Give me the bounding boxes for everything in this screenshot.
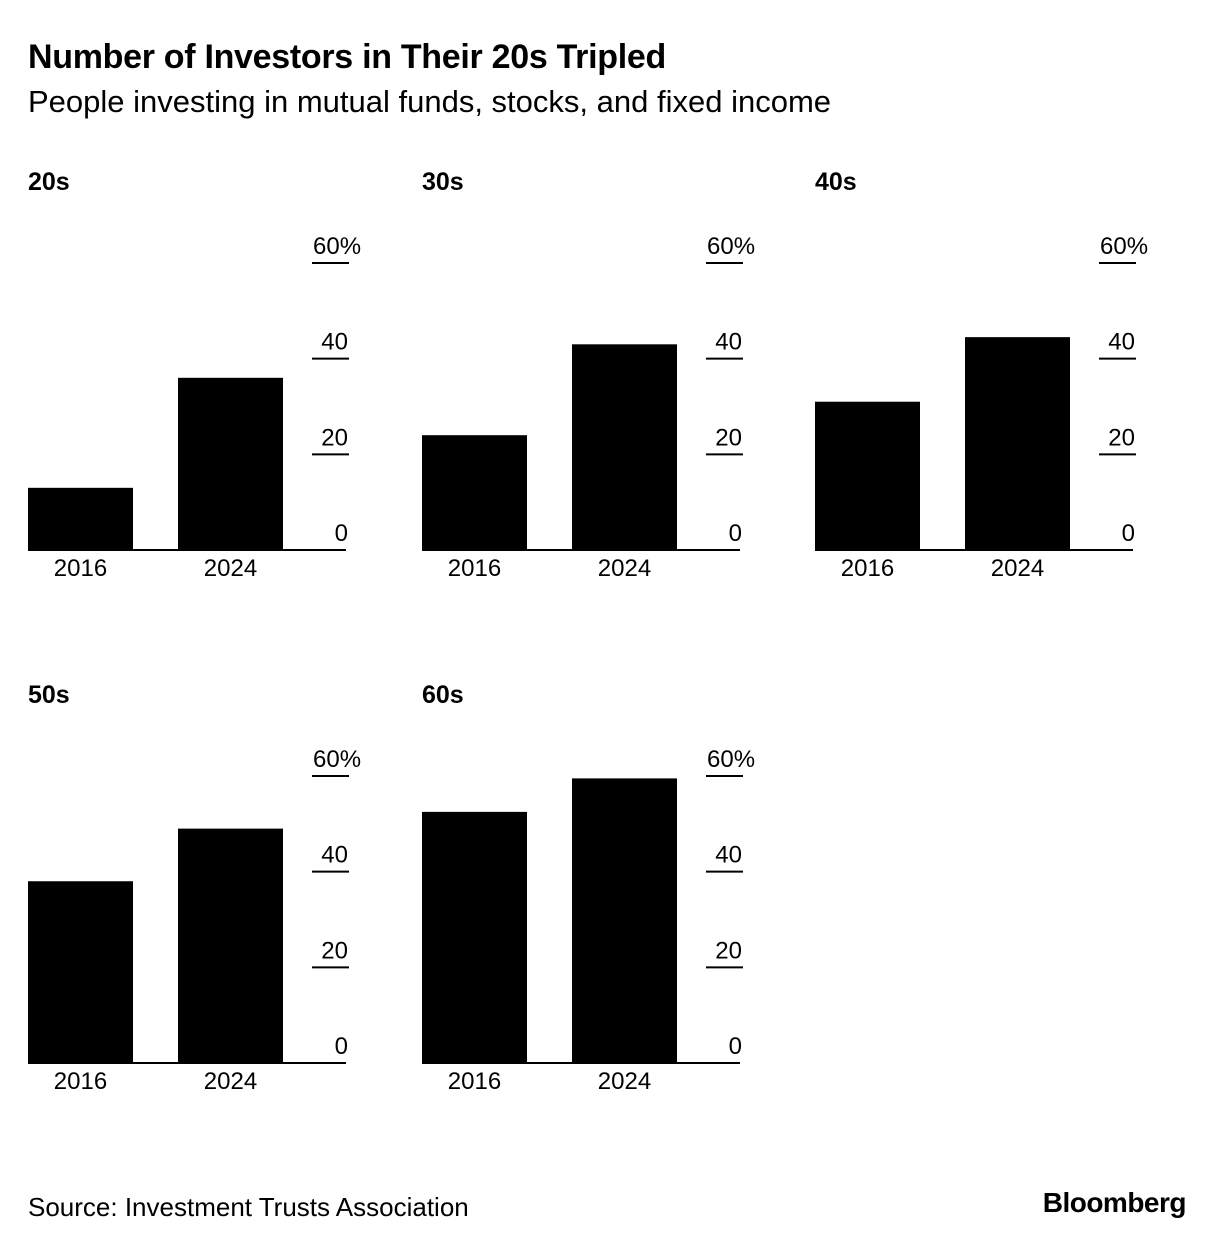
x-tick-label: 2024 bbox=[598, 1068, 651, 1095]
x-tick-label: 2016 bbox=[841, 555, 894, 582]
bar-2024 bbox=[178, 377, 283, 550]
panel-chart: 0 20 40 60% 2016 2024 bbox=[28, 233, 361, 582]
x-tick-label: 2016 bbox=[448, 1068, 501, 1095]
bar-2016 bbox=[28, 487, 133, 550]
y-tick-label: 20 bbox=[715, 937, 742, 964]
x-tick-label: 2024 bbox=[204, 555, 257, 582]
bar-2016 bbox=[815, 401, 920, 550]
panel-chart: 0 20 40 60% 2016 2024 bbox=[422, 233, 755, 582]
bar-2016 bbox=[422, 811, 527, 1063]
chart-subtitle: People investing in mutual funds, stocks… bbox=[28, 84, 832, 119]
y-tick-label: 20 bbox=[321, 937, 348, 964]
bar-2016 bbox=[422, 435, 527, 550]
panel-60s: 60s 0 20 40 60% 2016 2024 bbox=[422, 681, 782, 1131]
y-tick-label: 60% bbox=[313, 746, 361, 773]
source-note: Source: Investment Trusts Association bbox=[28, 1192, 469, 1222]
bloomberg-logo: Bloomberg bbox=[1042, 1187, 1187, 1218]
x-tick-label: 2016 bbox=[448, 555, 501, 582]
x-tick-label: 2016 bbox=[54, 555, 107, 582]
y-tick-label: 20 bbox=[321, 424, 348, 451]
y-tick-label: 60% bbox=[313, 233, 361, 260]
y-tick-label: 40 bbox=[321, 329, 348, 356]
panel-40s: 40s 0 20 40 60% 2016 2024 bbox=[815, 168, 1175, 618]
y-tick-label: 60% bbox=[707, 233, 755, 260]
y-tick-label: 40 bbox=[1108, 329, 1135, 356]
panel-30s: 30s 0 20 40 60% 2016 2024 bbox=[422, 168, 782, 618]
y-tick-label: 0 bbox=[335, 520, 348, 547]
panel-title: 20s bbox=[28, 168, 70, 196]
chart-title: Number of Investors in Their 20s Tripled bbox=[28, 38, 666, 76]
bar-2024 bbox=[965, 337, 1070, 550]
y-tick-label: 60% bbox=[1100, 233, 1148, 260]
y-tick-label: 0 bbox=[729, 1033, 742, 1060]
x-tick-label: 2016 bbox=[54, 1068, 107, 1095]
panel-chart: 0 20 40 60% 2016 2024 bbox=[815, 233, 1148, 582]
x-tick-label: 2024 bbox=[204, 1068, 257, 1095]
bar-2024 bbox=[178, 828, 283, 1063]
panel-title: 60s bbox=[422, 681, 464, 709]
y-tick-label: 0 bbox=[729, 520, 742, 547]
x-tick-label: 2024 bbox=[598, 555, 651, 582]
panel-20s: 20s 0 20 40 60% 2016 2024 bbox=[28, 168, 388, 618]
panel-chart: 0 20 40 60% 2016 2024 bbox=[28, 746, 361, 1095]
x-tick-label: 2024 bbox=[991, 555, 1044, 582]
panel-title: 50s bbox=[28, 681, 70, 709]
y-tick-label: 40 bbox=[715, 842, 742, 869]
y-tick-label: 20 bbox=[1108, 424, 1135, 451]
y-tick-label: 40 bbox=[715, 329, 742, 356]
y-tick-label: 40 bbox=[321, 842, 348, 869]
bar-2016 bbox=[28, 881, 133, 1063]
panel-title: 30s bbox=[422, 168, 464, 196]
y-tick-label: 20 bbox=[715, 424, 742, 451]
y-tick-label: 0 bbox=[335, 1033, 348, 1060]
bar-2024 bbox=[572, 778, 677, 1063]
panel-50s: 50s 0 20 40 60% 2016 2024 bbox=[28, 681, 388, 1131]
bar-2024 bbox=[572, 344, 677, 550]
panel-title: 40s bbox=[815, 168, 857, 196]
y-tick-label: 60% bbox=[707, 746, 755, 773]
y-tick-label: 0 bbox=[1122, 520, 1135, 547]
panel-chart: 0 20 40 60% 2016 2024 bbox=[422, 746, 755, 1095]
